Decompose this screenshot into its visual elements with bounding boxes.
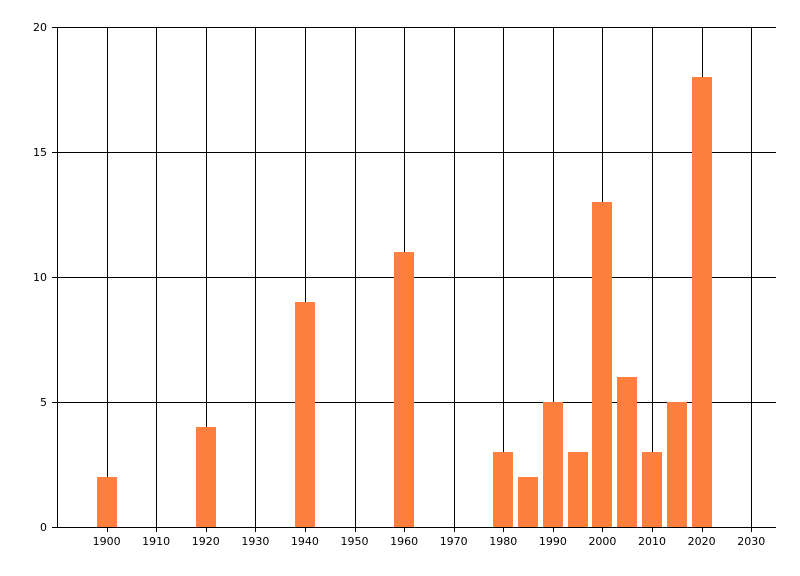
y-tick-label: 15: [33, 146, 47, 159]
x-tick-label: 1900: [93, 535, 121, 548]
x-tick-label: 1970: [440, 535, 468, 548]
bar-1985: [518, 477, 538, 527]
y-tick-label: 10: [33, 271, 47, 284]
bar-1900: [97, 477, 117, 527]
y-tick-label: 0: [40, 521, 47, 534]
y-tick-label: 5: [40, 396, 47, 409]
bar-1920: [196, 427, 216, 527]
bar-1995: [568, 452, 588, 527]
x-tick-label: 1930: [241, 535, 269, 548]
x-tick-label: 2020: [688, 535, 716, 548]
x-tick-label: 1960: [390, 535, 418, 548]
x-tick-label: 1910: [142, 535, 170, 548]
x-tick-label: 2030: [737, 535, 765, 548]
bars: [97, 77, 712, 527]
axes: [52, 27, 776, 532]
tick-labels: 0 5 10 15 20 1900 1910 1920 1930 1940 1950 1960 1970…: [33, 21, 765, 548]
bar-2020: [692, 77, 712, 527]
bar-1960: [394, 252, 414, 527]
bar-2000: [592, 202, 612, 527]
x-tick-label: 1990: [539, 535, 567, 548]
bar-1940: [295, 302, 315, 527]
bar-1990: [543, 402, 563, 527]
x-tick-label: 1980: [489, 535, 517, 548]
bar-1980: [493, 452, 513, 527]
x-tick-label: 1940: [291, 535, 319, 548]
bar-2005: [617, 377, 637, 527]
x-tick-label: 2000: [588, 535, 616, 548]
bar-2015: [667, 402, 687, 527]
x-tick-label: 2010: [638, 535, 666, 548]
bar-2010: [642, 452, 662, 527]
x-tick-label: 1920: [192, 535, 220, 548]
x-tick-label: 1950: [341, 535, 369, 548]
y-tick-label: 20: [33, 21, 47, 34]
